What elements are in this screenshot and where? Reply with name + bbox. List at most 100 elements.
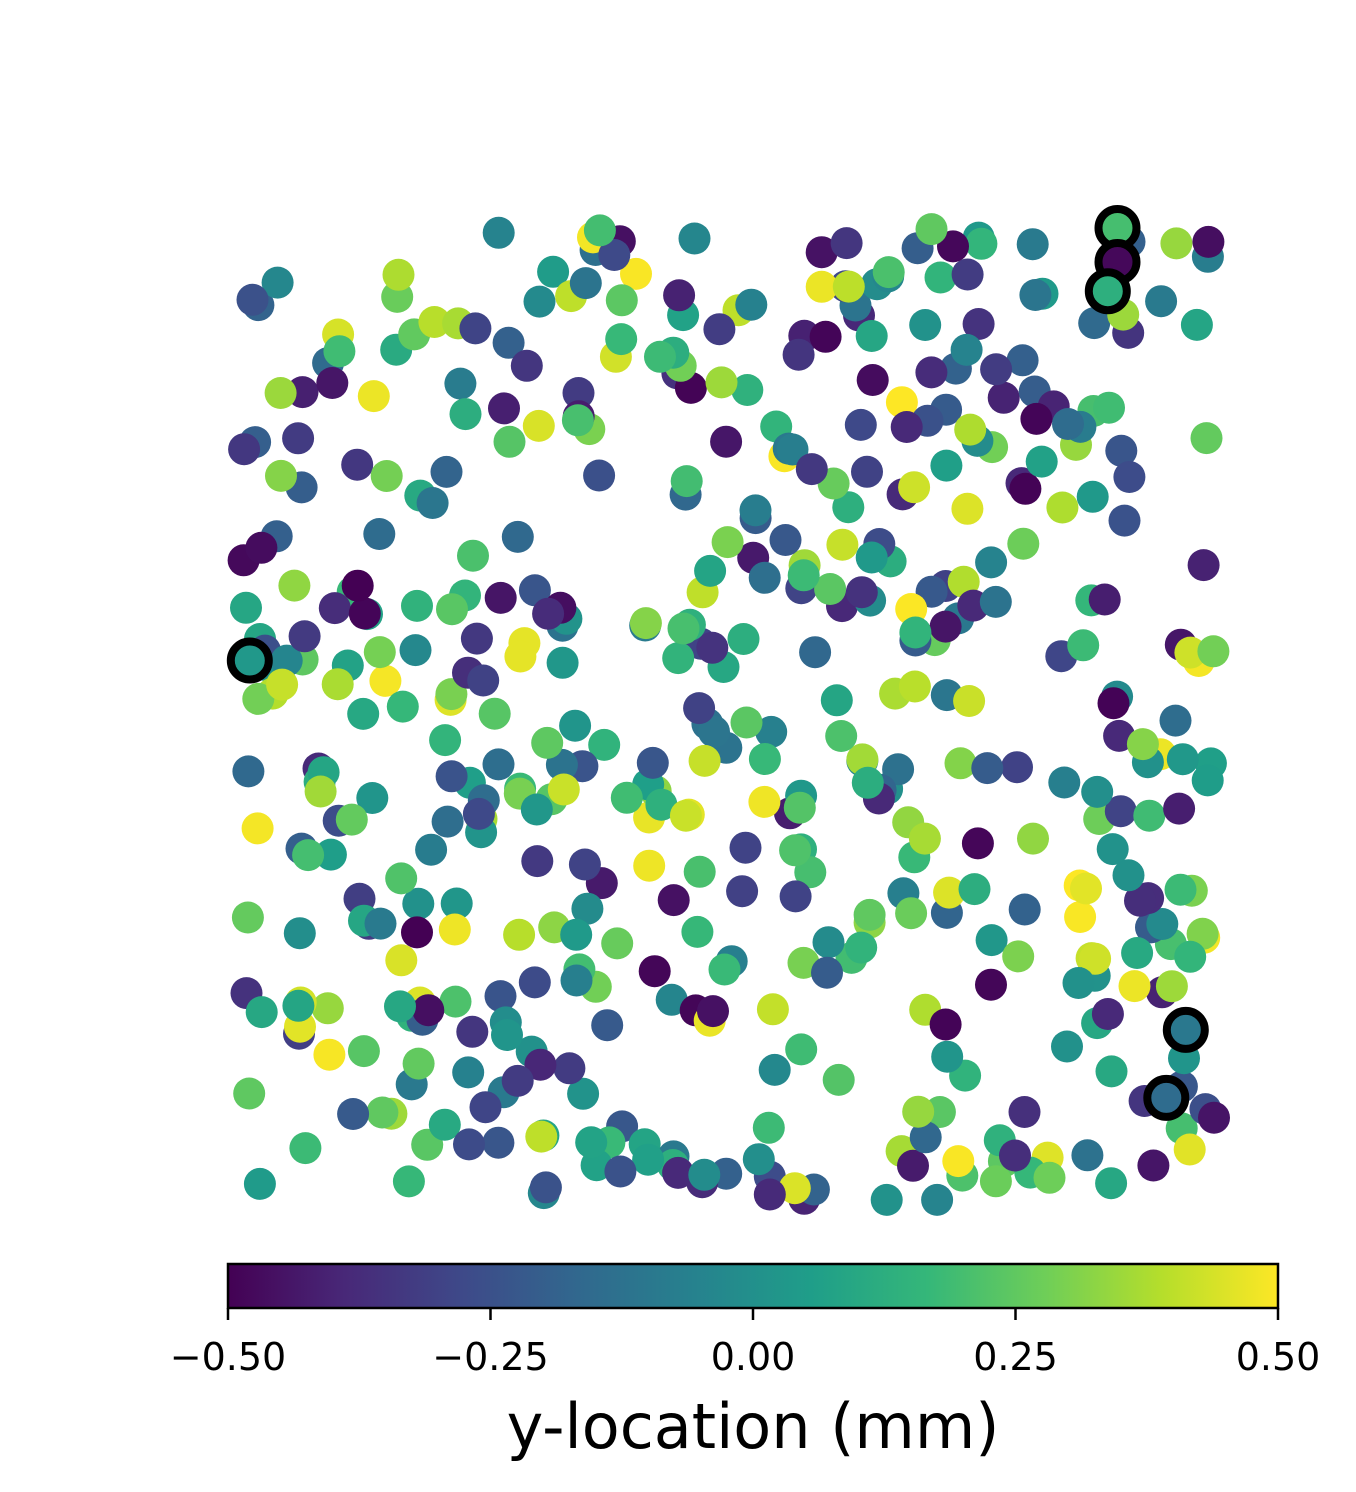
- scatter-point: [323, 335, 356, 368]
- scatter-point: [438, 913, 471, 946]
- scatter-point: [230, 591, 262, 624]
- scatter-point: [739, 494, 772, 527]
- scatter-point: [1095, 1167, 1128, 1200]
- scatter-point: [755, 715, 788, 748]
- scatter-point: [832, 270, 865, 303]
- scatter-point: [364, 907, 397, 940]
- scatter-point: [1048, 766, 1081, 799]
- scatter-point: [341, 569, 374, 602]
- scatter-point: [605, 323, 638, 356]
- scatter-point: [645, 788, 678, 821]
- scatter-point: [583, 459, 616, 492]
- scatter-point: [965, 227, 998, 260]
- scatter-point: [504, 640, 537, 673]
- scatter-point: [231, 901, 264, 934]
- scatter-point: [1017, 822, 1049, 855]
- scatter-point: [313, 1038, 346, 1071]
- scatter-point: [233, 1077, 266, 1110]
- scatter-point: [493, 425, 526, 458]
- scatter-point: [1105, 434, 1138, 467]
- scatter-point: [452, 1056, 485, 1089]
- scatter-point: [1095, 1055, 1128, 1088]
- colorbar-tick-label: −0.50: [170, 1335, 286, 1379]
- scatter-point: [944, 747, 977, 780]
- scatter-point: [979, 1165, 1012, 1198]
- scatter-point: [962, 308, 995, 340]
- scatter-point: [243, 1167, 276, 1200]
- scatter-point: [930, 449, 963, 482]
- scatter-point: [845, 576, 878, 609]
- scatter-point: [610, 781, 643, 814]
- scatter-point: [416, 487, 449, 519]
- scatter-point: [812, 926, 845, 959]
- scatter-point: [282, 422, 315, 455]
- scatter-point: [814, 573, 847, 605]
- scatter-point: [415, 833, 448, 866]
- scatter-point: [1124, 884, 1156, 917]
- scatter-point: [567, 1077, 600, 1110]
- scatter-point: [980, 353, 1013, 386]
- scatter-point: [429, 724, 462, 757]
- scatter-point: [242, 682, 275, 715]
- scatter-point: [897, 1149, 929, 1182]
- scatter-point: [520, 793, 553, 826]
- scatter-point: [975, 924, 1008, 957]
- scatter-point: [460, 622, 493, 655]
- scatter-point: [961, 827, 994, 860]
- scatter-point: [811, 956, 843, 989]
- scatter-point: [753, 1178, 786, 1211]
- scatter-point: [1108, 504, 1141, 537]
- scatter-point: [1008, 1096, 1041, 1128]
- scatter-point: [1064, 901, 1097, 933]
- scatter-point: [730, 706, 763, 739]
- scatter-point: [369, 664, 402, 697]
- scatter-point: [855, 541, 888, 574]
- scatter-point: [503, 918, 536, 951]
- scatter-point: [931, 1040, 964, 1073]
- colorbar-tick-label: −0.25: [432, 1335, 548, 1379]
- scatter-point: [1088, 583, 1121, 616]
- scatter-point: [583, 214, 616, 247]
- scatter-point: [776, 433, 809, 466]
- scatter-point: [958, 873, 991, 906]
- highlighted-points: [226, 205, 1209, 1121]
- scatter-point: [518, 966, 551, 999]
- scatter-point: [953, 685, 986, 717]
- scatter-point: [431, 805, 464, 838]
- scatter-point: [1079, 942, 1112, 975]
- scatter-point: [870, 1183, 903, 1216]
- scatter-point: [795, 453, 828, 486]
- scatter-point: [785, 1033, 818, 1066]
- scatter-point: [933, 876, 966, 909]
- scatter-point: [588, 728, 621, 761]
- scatter-point: [1187, 549, 1220, 582]
- colorbar: −0.50 −0.25 0.00 0.25 0.50 y-location (mm): [170, 1262, 1320, 1463]
- scatter-point: [491, 1019, 523, 1051]
- scatter-point: [758, 1053, 791, 1086]
- scatter-point: [890, 411, 923, 443]
- scatter-point: [1190, 422, 1223, 455]
- scatter-point: [484, 980, 517, 1013]
- scatter-point: [591, 1009, 624, 1042]
- scatter-point: [523, 285, 556, 318]
- scatter-point: [484, 581, 517, 614]
- scatter-point: [805, 270, 838, 303]
- scatter-point: [392, 1165, 425, 1198]
- scatter-point: [537, 255, 570, 288]
- scatter-point: [1173, 1133, 1206, 1166]
- scatter-point: [633, 849, 666, 882]
- scatter-point: [787, 559, 820, 592]
- highlighted-point: [1084, 268, 1131, 315]
- scatter-point: [726, 875, 759, 908]
- scatter-point: [629, 607, 662, 640]
- scatter-point: [1174, 636, 1207, 669]
- scatter-point: [270, 644, 303, 677]
- scatter-point: [975, 546, 1008, 579]
- scatter-point: [731, 374, 764, 406]
- scatter-point: [735, 288, 768, 321]
- scatter-point: [492, 326, 525, 359]
- scatter-point: [462, 797, 495, 830]
- scatter-point: [655, 983, 688, 1016]
- scatter-point: [1033, 1161, 1066, 1194]
